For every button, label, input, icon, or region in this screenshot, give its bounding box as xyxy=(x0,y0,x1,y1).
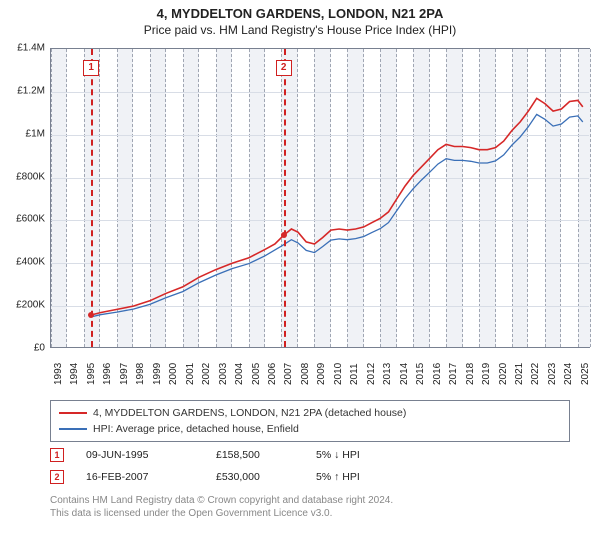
y-axis-tick-label: £600K xyxy=(0,214,45,225)
tx-price: £158,500 xyxy=(216,449,316,461)
chart-container: 4, MYDDELTON GARDENS, LONDON, N21 2PA Pr… xyxy=(0,0,600,560)
tx-marker: 2 xyxy=(50,470,64,484)
tx-price: £530,000 xyxy=(216,471,316,483)
x-axis-tick-label: 2025 xyxy=(580,363,591,385)
legend-item: HPI: Average price, detached house, Enfi… xyxy=(59,421,561,437)
tx-date: 16-FEB-2007 xyxy=(86,471,216,483)
chart-marker: 2 xyxy=(276,60,292,76)
transaction-row: 2 16-FEB-2007 £530,000 5% ↑ HPI xyxy=(50,466,406,488)
x-axis-tick-label: 1996 xyxy=(102,363,113,385)
x-axis-tick-label: 2000 xyxy=(168,363,179,385)
x-axis-tick-label: 2005 xyxy=(251,363,262,385)
x-axis-tick-label: 2010 xyxy=(333,363,344,385)
x-axis-tick-label: 2007 xyxy=(283,363,294,385)
x-axis-tick-label: 2012 xyxy=(366,363,377,385)
x-axis-tick-label: 2016 xyxy=(432,363,443,385)
x-axis-tick-label: 2001 xyxy=(185,363,196,385)
chart-area: 12 £0£200K£400K£600K£800K£1M£1.2M£1.4M19… xyxy=(50,48,590,348)
x-axis-tick-label: 2023 xyxy=(547,363,558,385)
legend-label: 4, MYDDELTON GARDENS, LONDON, N21 2PA (d… xyxy=(93,407,406,419)
x-axis-tick-label: 2020 xyxy=(498,363,509,385)
legend-swatch xyxy=(59,428,87,430)
transaction-table: 1 09-JUN-1995 £158,500 5% ↓ HPI 2 16-FEB… xyxy=(50,444,406,488)
footer-line: This data is licensed under the Open Gov… xyxy=(50,507,393,520)
line-layer xyxy=(51,49,591,349)
y-axis-tick-label: £1.4M xyxy=(0,43,45,54)
x-axis-tick-label: 2021 xyxy=(514,363,525,385)
x-axis-tick-label: 2014 xyxy=(399,363,410,385)
title-block: 4, MYDDELTON GARDENS, LONDON, N21 2PA Pr… xyxy=(0,0,600,37)
series-line-property xyxy=(91,98,583,315)
legend-box: 4, MYDDELTON GARDENS, LONDON, N21 2PA (d… xyxy=(50,400,570,442)
y-axis-tick-label: £0 xyxy=(0,343,45,354)
plot-region: 12 xyxy=(50,48,590,348)
chart-marker: 1 xyxy=(83,60,99,76)
data-point xyxy=(281,232,287,238)
x-axis-tick-label: 2008 xyxy=(300,363,311,385)
x-axis-tick-label: 2009 xyxy=(316,363,327,385)
series-line-hpi xyxy=(91,114,583,317)
x-axis-tick-label: 2024 xyxy=(563,363,574,385)
x-axis-tick-label: 2011 xyxy=(349,363,360,385)
x-axis-tick-label: 1999 xyxy=(152,363,163,385)
x-axis-tick-label: 2019 xyxy=(481,363,492,385)
x-axis-tick-label: 2004 xyxy=(234,363,245,385)
transaction-row: 1 09-JUN-1995 £158,500 5% ↓ HPI xyxy=(50,444,406,466)
x-axis-tick-label: 1998 xyxy=(135,363,146,385)
tx-date: 09-JUN-1995 xyxy=(86,449,216,461)
footer-attribution: Contains HM Land Registry data © Crown c… xyxy=(50,494,393,520)
x-axis-tick-label: 2015 xyxy=(415,363,426,385)
x-axis-tick-label: 2022 xyxy=(530,363,541,385)
x-axis-tick-label: 2018 xyxy=(465,363,476,385)
y-axis-tick-label: £400K xyxy=(0,257,45,268)
x-axis-tick-label: 2013 xyxy=(382,363,393,385)
legend-item: 4, MYDDELTON GARDENS, LONDON, N21 2PA (d… xyxy=(59,405,561,421)
x-axis-tick-label: 2006 xyxy=(267,363,278,385)
y-axis-tick-label: £200K xyxy=(0,300,45,311)
tx-delta: 5% ↑ HPI xyxy=(316,471,406,483)
y-axis-tick-label: £800K xyxy=(0,171,45,182)
x-axis-tick-label: 2003 xyxy=(218,363,229,385)
x-axis-tick-label: 1993 xyxy=(53,363,64,385)
chart-subtitle: Price paid vs. HM Land Registry's House … xyxy=(0,23,600,37)
legend-swatch xyxy=(59,412,87,414)
chart-title: 4, MYDDELTON GARDENS, LONDON, N21 2PA xyxy=(0,6,600,21)
x-axis-tick-label: 1997 xyxy=(119,363,130,385)
tx-marker: 1 xyxy=(50,448,64,462)
x-axis-tick-label: 1995 xyxy=(86,363,97,385)
y-axis-tick-label: £1.2M xyxy=(0,85,45,96)
footer-line: Contains HM Land Registry data © Crown c… xyxy=(50,494,393,507)
x-axis-tick-label: 2002 xyxy=(201,363,212,385)
x-axis-tick-label: 2017 xyxy=(448,363,459,385)
tx-delta: 5% ↓ HPI xyxy=(316,449,406,461)
y-axis-tick-label: £1M xyxy=(0,128,45,139)
x-axis-tick-label: 1994 xyxy=(69,363,80,385)
data-point xyxy=(88,312,94,318)
legend-label: HPI: Average price, detached house, Enfi… xyxy=(93,423,299,435)
